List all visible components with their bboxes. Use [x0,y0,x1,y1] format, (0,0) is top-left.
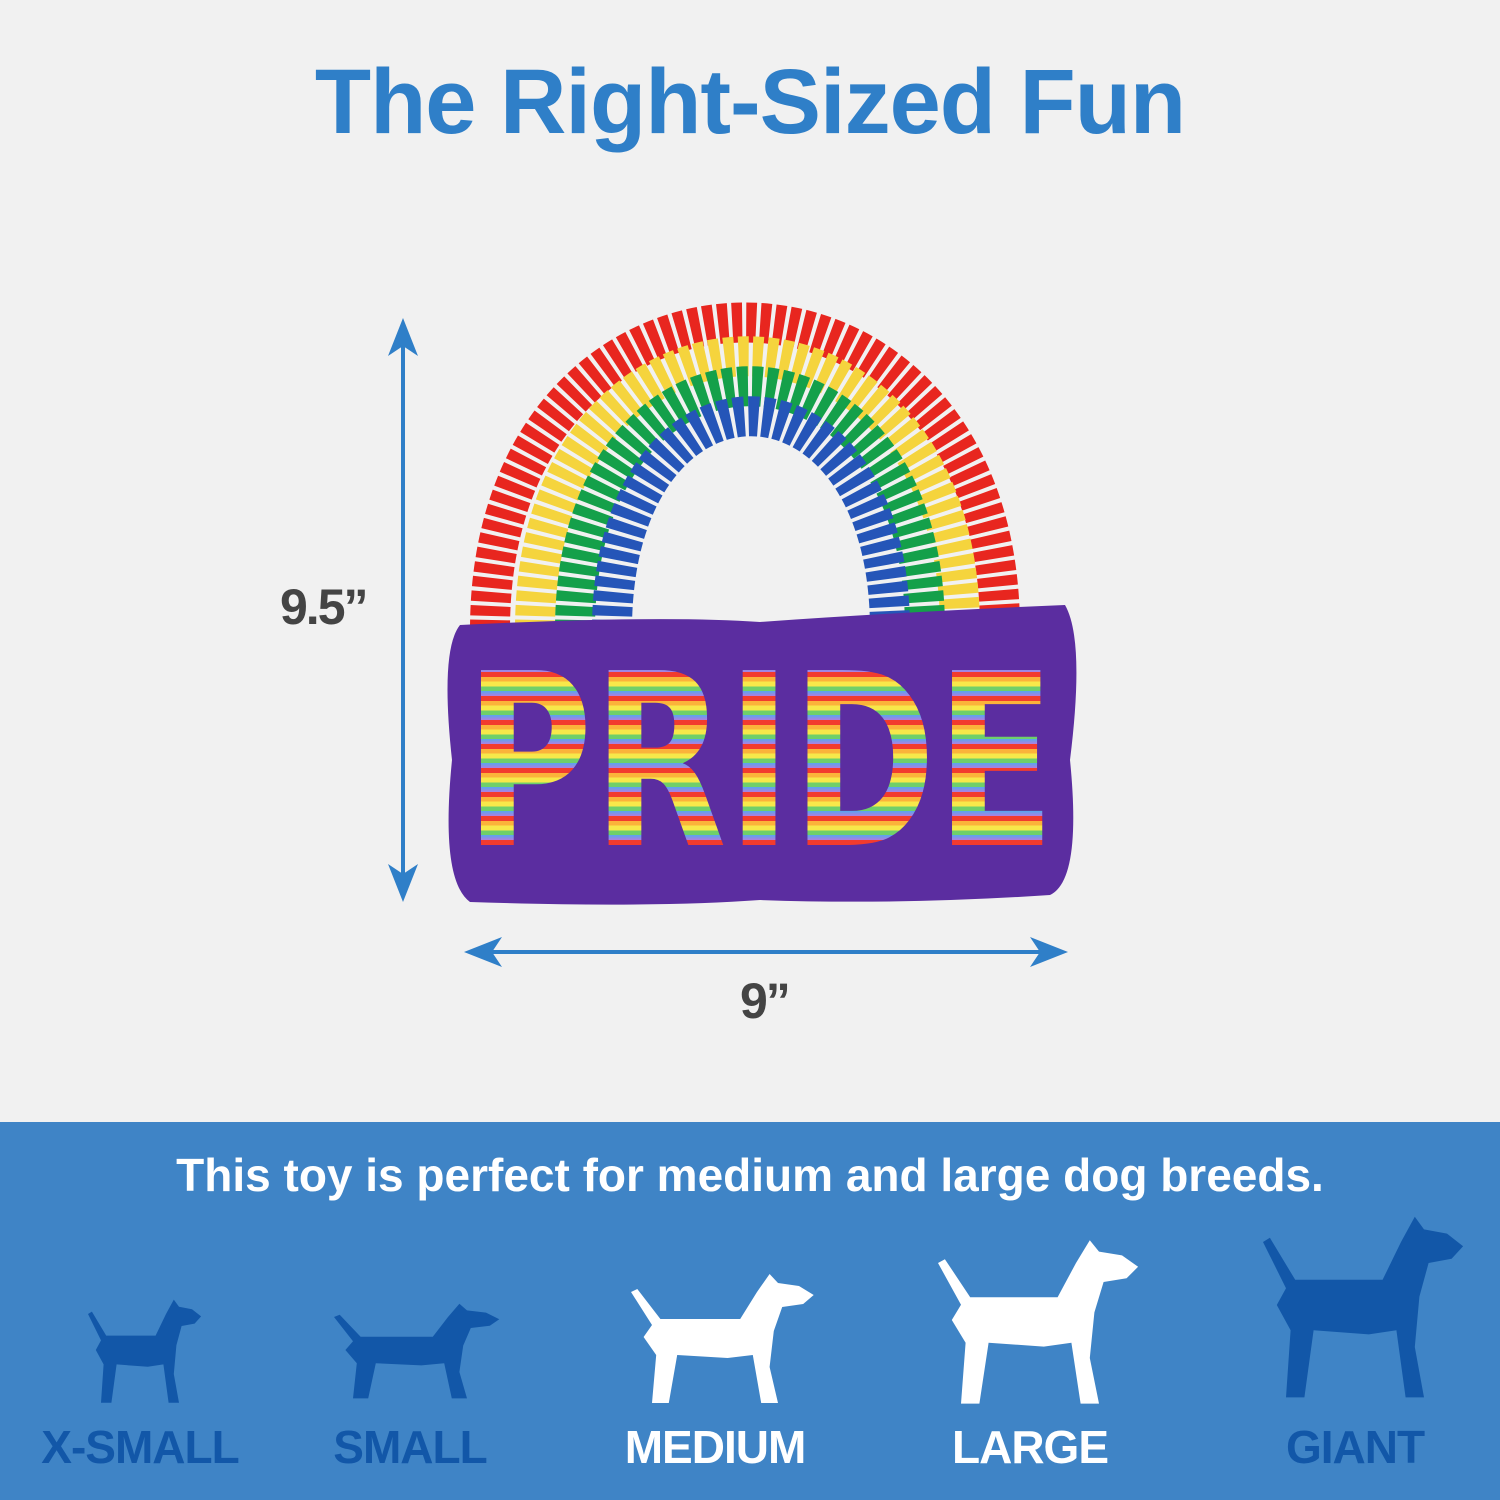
great-dane-icon [1263,1216,1464,1398]
size-item-small: SMALL [315,1295,505,1473]
width-arrow [464,937,1068,967]
size-label: LARGE [952,1421,1109,1473]
size-item-giant: GIANT [1240,1200,1470,1473]
width-label: 9” [740,973,791,1029]
pride-print: PRIDE [465,622,1055,902]
size-item-medium: MEDIUM [610,1262,820,1473]
size-label: GIANT [1285,1421,1425,1473]
height-arrow [388,318,418,902]
size-guide-headline: This toy is perfect for medium and large… [176,1149,1324,1201]
size-label: MEDIUM [624,1421,807,1473]
size-item-large: LARGE [915,1225,1145,1473]
product-illustration: PRIDE [388,302,1077,967]
dachshund-icon [334,1303,500,1399]
golden-retriever-icon [938,1240,1139,1404]
size-label: X-SMALL [41,1421,239,1473]
size-label: SMALL [333,1421,487,1473]
page-title: The Right-Sized Fun [314,51,1186,153]
size-item-x-small: X-SMALL [41,1290,240,1473]
plush-pillow [447,605,1077,905]
chihuahua-icon [88,1299,202,1403]
rope-rainbow [470,302,1020,631]
height-label: 9.5” [280,579,369,635]
bull-terrier-icon [631,1274,814,1403]
